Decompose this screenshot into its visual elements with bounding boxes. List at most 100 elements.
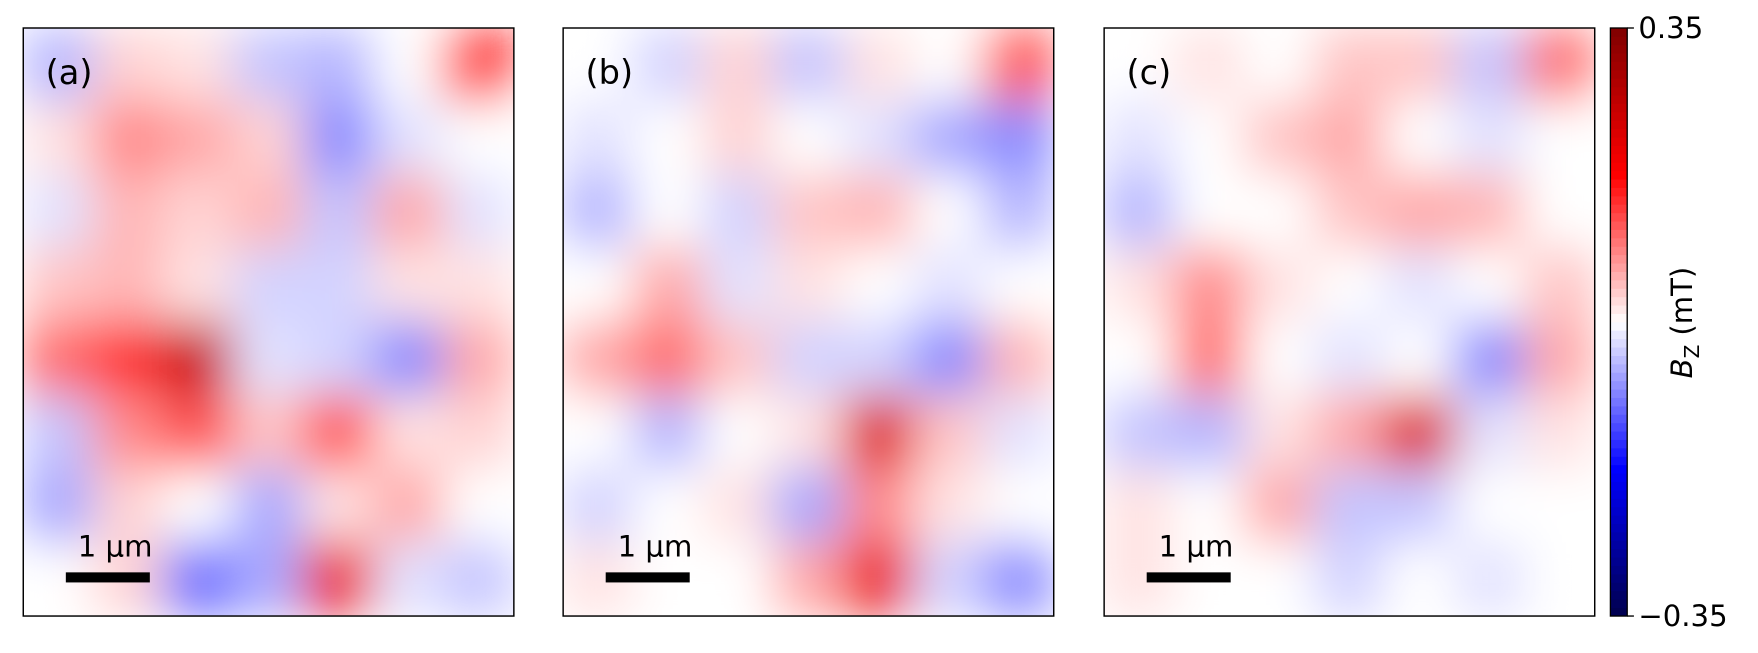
heatmap-cell <box>772 394 845 470</box>
heatmap-cell <box>1383 247 1456 323</box>
heatmap-cell <box>303 468 375 544</box>
colorbar-segment <box>1610 271 1628 281</box>
heatmap-cell <box>1243 541 1315 617</box>
heatmap-cell <box>1524 468 1595 544</box>
colorbar-segment <box>1610 372 1628 382</box>
colorbar-segment <box>1610 229 1628 239</box>
heatmap-cell <box>373 100 445 176</box>
heatmap-cell <box>702 321 774 397</box>
heatmap-cell <box>772 321 845 397</box>
colorbar-segment <box>1610 69 1628 79</box>
panel-label: (a) <box>46 53 93 92</box>
heatmap-cell <box>1524 321 1595 397</box>
heatmap-cell <box>1243 468 1315 544</box>
heatmap-cell <box>632 394 704 470</box>
heatmap-cell <box>842 174 915 250</box>
heatmap-cell <box>443 541 514 617</box>
colorbar-segment <box>1610 540 1628 550</box>
heatmap-cell <box>1313 394 1386 470</box>
heatmap-cell <box>1453 321 1526 397</box>
heatmap-cell <box>1524 174 1595 250</box>
colorbar-subscript: Z <box>1680 345 1704 359</box>
heatmap-cell <box>563 100 634 176</box>
heatmap-cell <box>303 247 375 323</box>
heatmap-cell <box>913 174 985 250</box>
colorbar-segment <box>1610 405 1628 415</box>
colorbar-segment <box>1610 111 1628 121</box>
heatmap-cell <box>303 541 375 617</box>
colorbar-segment <box>1610 162 1628 172</box>
heatmap-cell <box>842 541 915 617</box>
scale-bar <box>1146 572 1231 583</box>
heatmap-cell <box>443 468 514 544</box>
heatmap-cell <box>1453 394 1526 470</box>
heatmap-cell <box>232 321 305 397</box>
heatmap-cell <box>162 541 235 617</box>
colorbar-segment <box>1610 531 1628 541</box>
colorbar-segment <box>1610 86 1628 96</box>
heatmap-cell <box>1524 394 1595 470</box>
colorbar-segment <box>1610 607 1628 617</box>
colorbar-segment <box>1610 279 1628 289</box>
heatmap-cell <box>1173 468 1245 544</box>
colorbar-segment <box>1610 481 1628 491</box>
heatmap-cell <box>702 394 774 470</box>
heatmap-cell <box>23 174 94 250</box>
colorbar-segment <box>1610 178 1628 188</box>
heatmap-cell <box>443 247 514 323</box>
heatmap-cell <box>842 247 915 323</box>
heatmap-cell <box>232 28 305 103</box>
heatmap-cell <box>232 468 305 544</box>
colorbar-tick-label: 0.35 <box>1638 11 1703 45</box>
heatmap-cell <box>1104 174 1175 250</box>
heatmap-cell <box>702 174 774 250</box>
heatmap-cell <box>983 100 1054 176</box>
colorbar-segment <box>1610 313 1628 323</box>
heatmap-cell <box>1243 100 1315 176</box>
heatmap-cell <box>983 394 1054 470</box>
heatmap-cell <box>443 321 514 397</box>
scale-bar-label: 1 μm <box>78 530 153 564</box>
panel-label: (b) <box>586 53 634 92</box>
heatmap-cell <box>563 321 634 397</box>
colorbar-segment <box>1610 136 1628 146</box>
heatmap-cell <box>23 321 94 397</box>
heatmap-cell <box>842 100 915 176</box>
colorbar-segment <box>1610 506 1628 516</box>
colorbar-segment <box>1610 103 1628 113</box>
heatmap-cell <box>92 174 164 250</box>
heatmap-cell <box>162 321 235 397</box>
colorbar-segment <box>1610 170 1628 180</box>
colorbar-segment <box>1610 363 1628 373</box>
colorbar: 0.35 −0.35 <box>1609 11 1728 633</box>
heatmap <box>23 28 514 617</box>
panel <box>1104 28 1595 617</box>
colorbar-segment <box>1610 254 1628 264</box>
colorbar-segment <box>1610 456 1628 466</box>
heatmap-cell <box>913 28 985 103</box>
colorbar-segment <box>1610 212 1628 222</box>
colorbar-frame <box>1609 27 1628 617</box>
heatmap-cell <box>1383 541 1456 617</box>
heatmap-cell <box>303 100 375 176</box>
heatmap-cell <box>303 28 375 103</box>
heatmap-cell <box>23 247 94 323</box>
heatmap-cell <box>303 174 375 250</box>
heatmap-cell <box>702 541 774 617</box>
heatmap-cell <box>303 394 375 470</box>
heatmap-cell <box>1243 321 1315 397</box>
heatmap-cell <box>1173 321 1245 397</box>
colorbar-segment <box>1610 27 1628 37</box>
heatmap-cell <box>443 100 514 176</box>
colorbar-segment <box>1610 565 1628 575</box>
heatmap-cell <box>162 174 235 250</box>
heatmap-cell <box>92 394 164 470</box>
heatmap-cell <box>983 247 1054 323</box>
heatmap-cell <box>1453 541 1526 617</box>
heatmap-cell <box>1453 247 1526 323</box>
colorbar-segment <box>1610 380 1628 390</box>
heatmap-cell <box>632 321 704 397</box>
heatmap-cell <box>913 541 985 617</box>
heatmap-cell <box>1173 174 1245 250</box>
